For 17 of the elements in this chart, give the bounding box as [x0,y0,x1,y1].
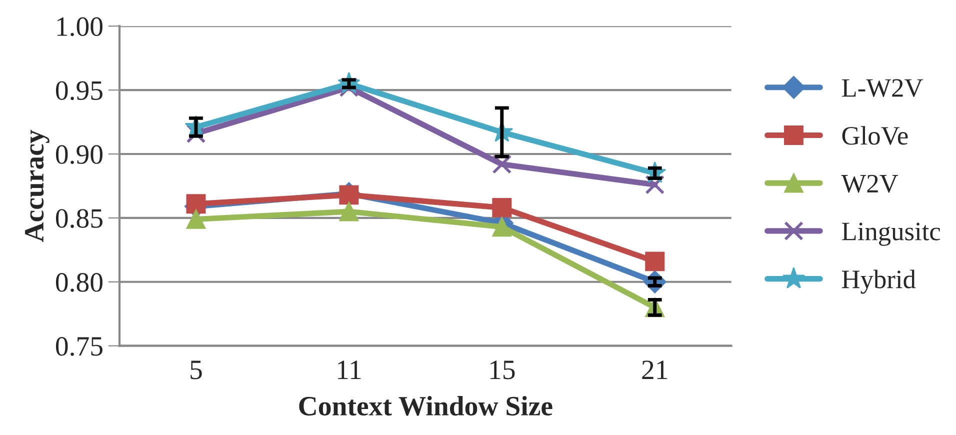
legend-label: Lingusitc [842,222,940,246]
x-axis-title: Context Window Size [299,396,552,416]
legend-label: L-W2V [842,79,923,98]
legend-label: GloVe [842,126,908,145]
x-tick-label: 15 [490,360,515,380]
x-tick-label: 5 [190,360,202,380]
y-tick-label: 0.80 [56,273,102,292]
y-tick-label: 0.90 [56,145,102,164]
y-tick-label: 1.00 [57,17,102,36]
legend-label: W2V [841,174,898,193]
x-tick-label: 21 [642,360,668,379]
y-tick-label: 0.75 [56,336,102,356]
x-tick-label: 11 [338,360,361,379]
y-tick-label: 0.95 [56,81,102,100]
legend-label: Hybrid [842,270,916,294]
y-tick-label: 0.85 [56,209,102,228]
y-axis-title: Accuracy [25,130,50,242]
